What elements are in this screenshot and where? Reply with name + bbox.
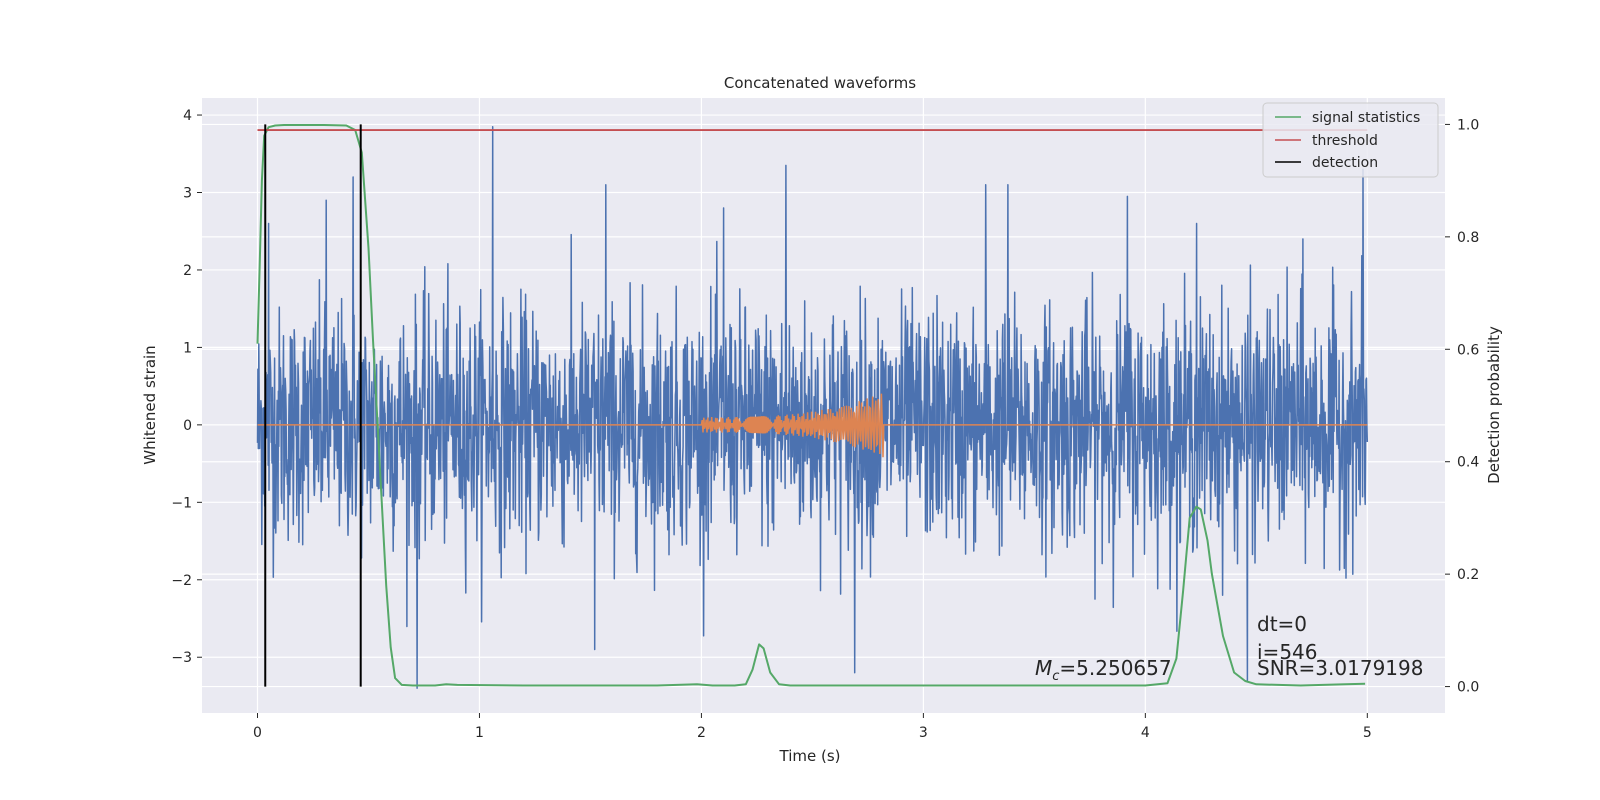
signal-statistics-line — [256, 124, 1366, 687]
y-tick-label: −1 — [171, 495, 192, 511]
y-axis-label: Whitened strain — [141, 345, 159, 464]
y-tick-label: −3 — [171, 650, 192, 666]
injected-signal-line — [257, 393, 1368, 458]
snr-annotation: SNR=3.0179198 — [1257, 656, 1423, 680]
legend-label-threshold: threshold — [1312, 133, 1378, 149]
y2-tick-label: 0.0 — [1457, 680, 1479, 696]
x-tick-label: 1 — [475, 725, 484, 741]
y2-tick-label: 0.6 — [1457, 342, 1479, 358]
x-axis-label: Time (s) — [779, 747, 841, 765]
y-tick-label: 4 — [183, 108, 192, 124]
y2-tick-label: 1.0 — [1457, 117, 1479, 133]
y-tick-label: 2 — [183, 263, 192, 279]
y-tick-label: 3 — [183, 185, 192, 201]
x-axis: 0 1 2 3 4 5 — [253, 713, 1372, 741]
y-tick-label: 1 — [183, 340, 192, 356]
x-tick-label: 0 — [253, 725, 262, 741]
x-tick-label: 3 — [919, 725, 928, 741]
legend-label-detection: detection — [1312, 155, 1378, 171]
y-tick-label: 0 — [183, 418, 192, 434]
chirp-mass-subscript: c — [1052, 669, 1059, 684]
y2-tick-label: 0.4 — [1457, 455, 1479, 471]
y-axis-right: 0.0 0.2 0.4 0.6 0.8 1.0 — [1445, 117, 1479, 696]
chirp-mass-annotation: Mc=5.250657 — [1035, 656, 1172, 684]
x-tick-label: 2 — [697, 725, 706, 741]
legend-box — [1262, 102, 1439, 178]
index-annotation: i=546 — [1257, 640, 1318, 664]
x-tick-label: 4 — [1141, 725, 1150, 741]
y2-axis-label: Detection probability — [1485, 326, 1503, 484]
y-tick-label: −2 — [171, 573, 192, 589]
chart-title: Concatenated waveforms — [724, 74, 916, 92]
y2-tick-label: 0.8 — [1457, 230, 1479, 246]
dt-annotation: dt=0 — [1257, 612, 1307, 636]
chirp-mass-symbol: M — [1035, 656, 1052, 680]
x-tick-label: 5 — [1363, 725, 1372, 741]
y2-tick-label: 0.2 — [1457, 567, 1479, 583]
series-layer — [256, 124, 1369, 689]
legend: signal statistics threshold detection — [1262, 102, 1439, 178]
y-axis-left: −3 −2 −1 0 1 2 3 4 — [171, 108, 202, 666]
legend-label-signal-statistics: signal statistics — [1312, 110, 1420, 126]
chirp-mass-value: =5.250657 — [1059, 656, 1171, 680]
